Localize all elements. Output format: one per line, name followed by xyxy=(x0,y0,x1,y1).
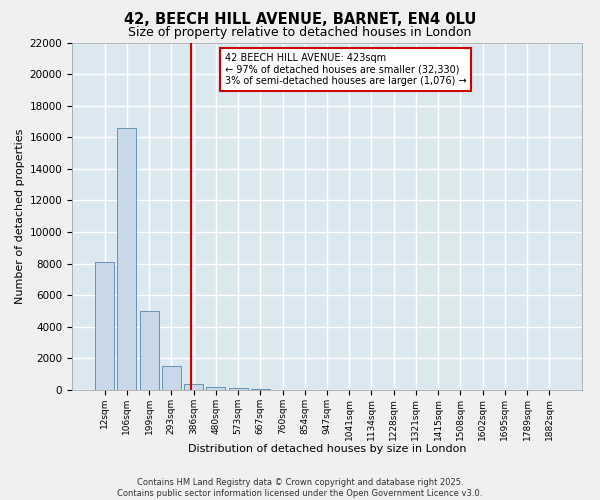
Bar xyxy=(229,388,248,390)
Y-axis label: Number of detached properties: Number of detached properties xyxy=(16,128,25,304)
Bar xyxy=(118,128,136,390)
Bar xyxy=(95,262,114,390)
Bar xyxy=(162,366,181,390)
Text: Size of property relative to detached houses in London: Size of property relative to detached ho… xyxy=(128,26,472,39)
Bar xyxy=(140,311,158,390)
Bar xyxy=(184,384,203,390)
Bar xyxy=(206,387,225,390)
X-axis label: Distribution of detached houses by size in London: Distribution of detached houses by size … xyxy=(188,444,466,454)
Bar xyxy=(251,389,270,390)
Text: 42 BEECH HILL AVENUE: 423sqm
← 97% of detached houses are smaller (32,330)
3% of: 42 BEECH HILL AVENUE: 423sqm ← 97% of de… xyxy=(225,53,467,86)
Text: 42, BEECH HILL AVENUE, BARNET, EN4 0LU: 42, BEECH HILL AVENUE, BARNET, EN4 0LU xyxy=(124,12,476,28)
Text: Contains HM Land Registry data © Crown copyright and database right 2025.
Contai: Contains HM Land Registry data © Crown c… xyxy=(118,478,482,498)
